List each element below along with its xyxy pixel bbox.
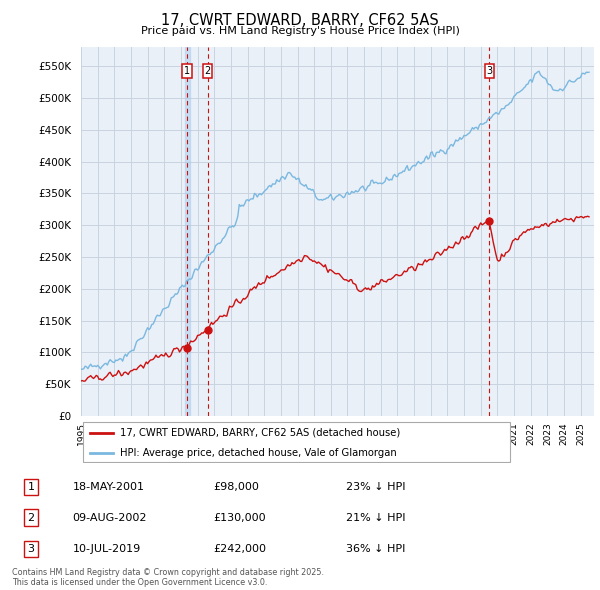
FancyBboxPatch shape — [83, 422, 510, 462]
Text: £130,000: £130,000 — [214, 513, 266, 523]
Text: 23% ↓ HPI: 23% ↓ HPI — [346, 483, 406, 492]
Text: 17, CWRT EDWARD, BARRY, CF62 5AS (detached house): 17, CWRT EDWARD, BARRY, CF62 5AS (detach… — [120, 428, 400, 438]
Text: 1: 1 — [184, 66, 190, 76]
Text: HPI: Average price, detached house, Vale of Glamorgan: HPI: Average price, detached house, Vale… — [120, 448, 397, 457]
Text: 2: 2 — [205, 66, 211, 76]
Text: 36% ↓ HPI: 36% ↓ HPI — [346, 543, 406, 553]
Text: 2: 2 — [28, 513, 35, 523]
Text: £242,000: £242,000 — [214, 543, 266, 553]
Text: Contains HM Land Registry data © Crown copyright and database right 2025.
This d: Contains HM Land Registry data © Crown c… — [12, 568, 324, 587]
Bar — [185, 47, 190, 416]
Text: 18-MAY-2001: 18-MAY-2001 — [73, 483, 145, 492]
Text: Price paid vs. HM Land Registry's House Price Index (HPI): Price paid vs. HM Land Registry's House … — [140, 26, 460, 36]
Text: 10-JUL-2019: 10-JUL-2019 — [73, 543, 141, 553]
Text: 3: 3 — [487, 66, 493, 76]
Text: 17, CWRT EDWARD, BARRY, CF62 5AS: 17, CWRT EDWARD, BARRY, CF62 5AS — [161, 13, 439, 28]
Text: 3: 3 — [28, 543, 35, 553]
Text: £98,000: £98,000 — [214, 483, 259, 492]
Text: 21% ↓ HPI: 21% ↓ HPI — [346, 513, 406, 523]
Text: 09-AUG-2002: 09-AUG-2002 — [73, 513, 147, 523]
Text: 1: 1 — [28, 483, 35, 492]
